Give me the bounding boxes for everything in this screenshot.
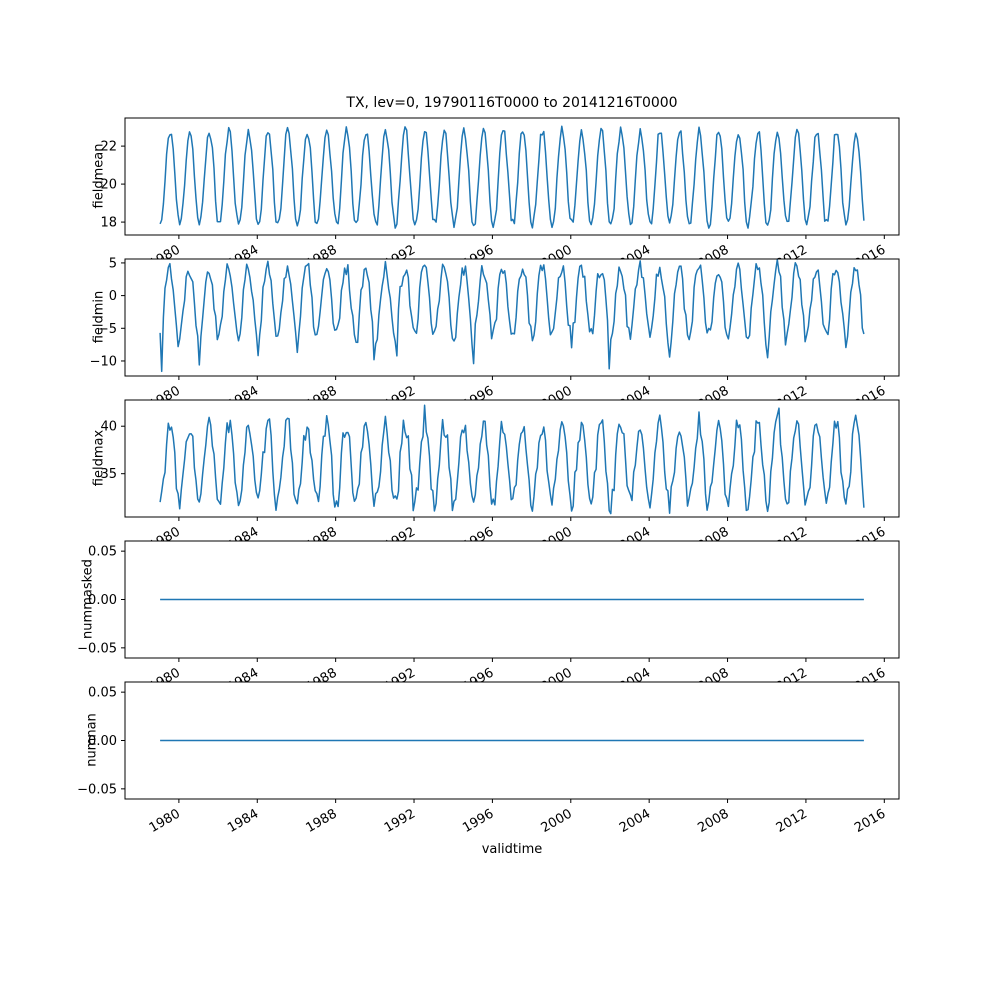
axes-frame — [124, 258, 900, 377]
x-tick-label: 2016 — [852, 806, 888, 836]
y-tick-label: −0.05 — [77, 782, 117, 797]
subplot-numnan: −0.05 0.00 0.05 1980 1984 1988 1992 1996 2000 200… — [77, 681, 900, 836]
series-line-fieldmean — [159, 125, 865, 229]
x-tick-label: 2000 — [539, 806, 575, 836]
x-tick-label: 1996 — [460, 806, 496, 836]
y-tick-label: 22 — [100, 140, 117, 155]
y-tick-label: 0.00 — [88, 734, 117, 749]
x-tick-label: 1984 — [225, 806, 261, 836]
y-axis-label-fieldmean: fieldmean — [91, 143, 107, 209]
x-tick-label: 2012 — [774, 806, 810, 836]
y-tick-label: 35 — [100, 467, 117, 482]
y-tick-label: 0.00 — [88, 593, 117, 608]
y-tick-label: 5 — [109, 256, 117, 271]
y-tick-label: −0.05 — [77, 641, 117, 656]
y-tick-label: −5 — [98, 322, 117, 337]
y-axis-label-fieldmax: fieldmax — [91, 429, 107, 487]
y-axis-label-numnan: numnan — [84, 713, 100, 767]
y-tick-label: 0.05 — [88, 545, 117, 560]
x-tick-label: 1988 — [303, 806, 339, 836]
x-axis-label: validtime — [481, 842, 543, 857]
chart-title: TX, lev=0, 19790116T0000 to 20141216T000… — [346, 95, 678, 111]
y-tick-label: 20 — [100, 178, 117, 193]
y-axis-label-nummasked: nummasked — [80, 559, 96, 639]
x-tick-label: 1980 — [147, 806, 183, 836]
y-tick-label: −10 — [90, 354, 117, 369]
x-tick-label: 2008 — [695, 806, 731, 836]
y-tick-label: 18 — [100, 216, 117, 231]
series-line-fieldmax — [159, 404, 865, 515]
axes-frame — [124, 399, 900, 518]
y-tick-label: 0.05 — [88, 686, 117, 701]
axes-frame — [124, 117, 900, 236]
y-axis-label-fieldmin: fieldmin — [91, 290, 107, 344]
x-tick-label: 2004 — [617, 806, 653, 836]
x-tick-label: 1992 — [382, 806, 418, 836]
y-tick-label: 0 — [109, 289, 117, 304]
y-tick-label: 40 — [100, 420, 117, 435]
series-line-fieldmin — [159, 259, 865, 373]
